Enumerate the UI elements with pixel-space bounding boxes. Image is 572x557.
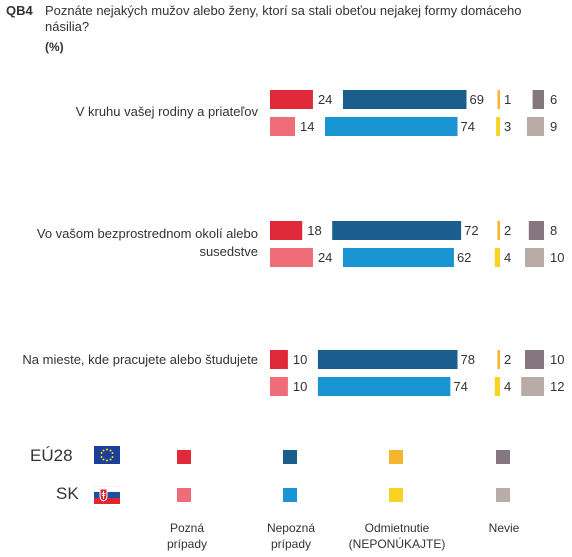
bar-dontknow-sk-cat1 <box>526 117 544 136</box>
bar-dontknow-eu28-cat3 <box>525 350 544 369</box>
label-dontknow-eu28-cat2: 8 <box>550 223 557 238</box>
question-text: Poznáte nejakých mužov alebo ženy, ktorí… <box>45 3 522 34</box>
bar-refusal-sk-cat2 <box>494 248 500 267</box>
bar-unknown-sk-cat1 <box>325 117 458 136</box>
label-unknown-sk-cat3: 74 <box>453 379 467 394</box>
label-refusal-sk-cat2: 4 <box>504 250 511 265</box>
label-known-eu28-cat1: 24 <box>318 92 332 107</box>
label-unknown-eu28-cat2: 72 <box>464 223 478 238</box>
bar-known-eu28-cat2 <box>270 221 303 240</box>
label-known-eu28-cat3: 10 <box>293 352 307 367</box>
legend-swatch-dontknow-eu28 <box>496 450 510 464</box>
label-refusal-eu28-cat1: 1 <box>504 92 511 107</box>
label-unknown-eu28-cat3: 78 <box>461 352 475 367</box>
label-dontknow-sk-cat1: 9 <box>550 119 557 134</box>
bar-dontknow-eu28-cat2 <box>528 221 544 240</box>
bar-refusal-eu28-cat1 <box>497 90 500 109</box>
bar-known-sk-cat3 <box>270 377 288 396</box>
label-refusal-sk-cat1: 3 <box>504 119 511 134</box>
label-known-sk-cat1: 14 <box>300 119 314 134</box>
label-dontknow-sk-cat3: 12 <box>550 379 564 394</box>
legend-swatch-dontknow-sk <box>496 488 510 502</box>
bar-unknown-sk-cat2 <box>342 248 454 267</box>
legend-swatch-unknown-sk <box>283 488 297 502</box>
unit-label: (%) <box>45 40 64 54</box>
bar-unknown-eu28-cat2 <box>332 221 462 240</box>
bar-known-sk-cat2 <box>270 248 313 267</box>
label-known-sk-cat3: 10 <box>293 379 307 394</box>
legend-label-dontknow: Nevie <box>488 521 520 535</box>
label-unknown-eu28-cat1: 69 <box>469 92 483 107</box>
label-refusal-eu28-cat2: 2 <box>504 223 511 238</box>
category-label-workplace: Na mieste, kde pracujete alebo študujete <box>22 352 258 367</box>
label-dontknow-eu28-cat3: 10 <box>550 352 564 367</box>
label-dontknow-eu28-cat1: 6 <box>550 92 557 107</box>
label-refusal-eu28-cat3: 2 <box>504 352 511 367</box>
bar-known-eu28-cat1 <box>270 90 313 109</box>
bar-dontknow-sk-cat2 <box>525 248 544 267</box>
label-unknown-sk-cat2: 62 <box>457 250 471 265</box>
category-label-neighbourhood: Vo vašom bezprostrednom okolí alebo suse… <box>36 226 258 259</box>
legend-label-unknown: Nepozná prípady <box>266 521 316 551</box>
question-code: QB4 <box>6 3 33 18</box>
legend-swatch-refusal-eu28 <box>389 450 403 464</box>
legend-row-sk: SK <box>56 484 79 503</box>
eu-flag-icon <box>94 446 120 464</box>
bar-known-eu28-cat3 <box>270 350 288 369</box>
label-dontknow-sk-cat2: 10 <box>550 250 564 265</box>
legend-label-known: Pozná prípady <box>166 521 208 551</box>
category-label-family: V kruhu vašej rodiny a priateľov <box>75 104 258 119</box>
legend-swatch-unknown-eu28 <box>283 450 297 464</box>
bar-unknown-sk-cat3 <box>317 377 451 396</box>
slovakia-flag-icon <box>94 486 120 504</box>
bar-unknown-eu28-cat1 <box>342 90 467 109</box>
bar-refusal-sk-cat1 <box>496 117 500 136</box>
bar-refusal-eu28-cat2 <box>497 221 500 240</box>
bar-known-sk-cat1 <box>270 117 296 136</box>
label-refusal-sk-cat3: 4 <box>504 379 511 394</box>
label-known-sk-cat2: 24 <box>318 250 332 265</box>
bar-unknown-eu28-cat3 <box>317 350 458 369</box>
bar-refusal-sk-cat3 <box>494 377 500 396</box>
legend-swatch-known-sk <box>177 488 191 502</box>
legend-row-eu28: EÚ28 <box>30 446 73 465</box>
legend-swatch-known-eu28 <box>177 450 191 464</box>
bar-refusal-eu28-cat3 <box>497 350 500 369</box>
label-unknown-sk-cat1: 74 <box>461 119 475 134</box>
bar-dontknow-sk-cat3 <box>521 377 544 396</box>
legend-label-refusal: Odmietnutie (NEPONÚKAJTE) <box>348 521 446 551</box>
label-known-eu28-cat2: 18 <box>307 223 321 238</box>
bar-dontknow-eu28-cat1 <box>532 90 544 109</box>
legend-swatch-refusal-sk <box>389 488 403 502</box>
